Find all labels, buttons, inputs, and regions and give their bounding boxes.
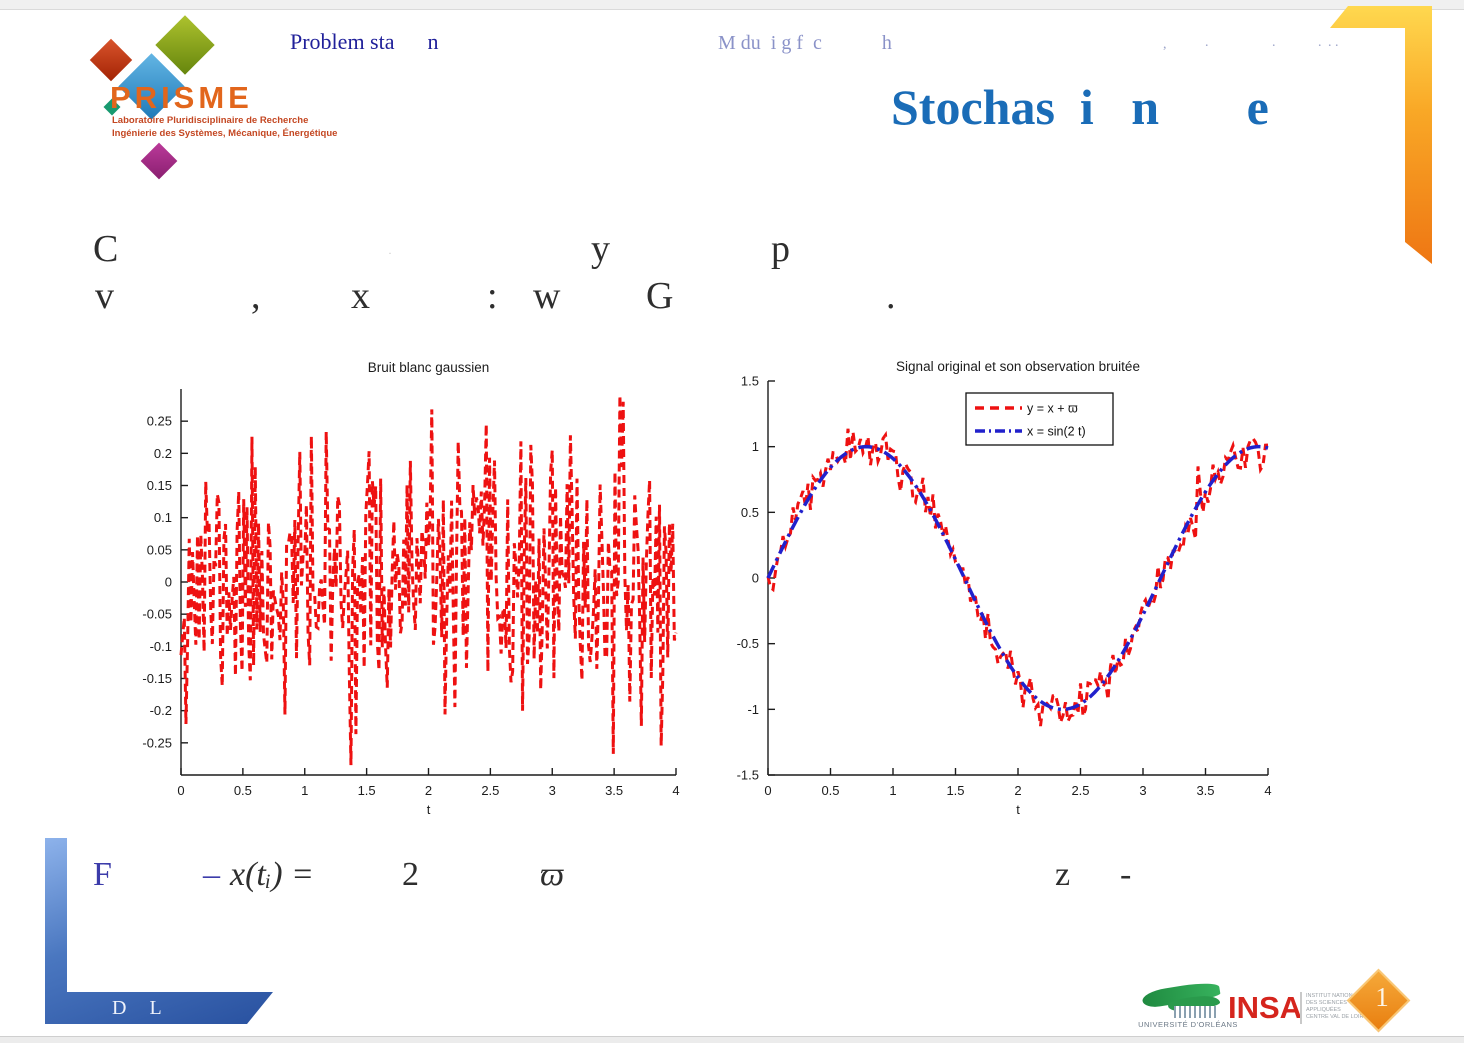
scattered-letter: . — [1318, 35, 1322, 50]
svg-text:-0.5: -0.5 — [737, 636, 759, 651]
svg-text:0.2: 0.2 — [154, 446, 172, 461]
svg-text:2: 2 — [425, 783, 432, 798]
scattered-letter: z — [1055, 856, 1071, 893]
noise-plot: Bruit blanc gaussien 0.25 0.2 0.15 0.1 0.05 0 -… — [120, 352, 700, 822]
scattered-letter: . — [1272, 35, 1276, 50]
series-dashdot — [766, 444, 1269, 712]
chart-tick-labels: 0.25 0.2 0.15 0.1 0.05 0 -0.05 -0.1 -0.15 -0.2 -0.… — [142, 414, 679, 798]
chart-svg: Bruit blanc gaussien 0.25 0.2 0.15 0.1 0.05 0 -… — [142, 360, 679, 817]
svg-text:2.5: 2.5 — [1071, 783, 1089, 798]
scattered-letter: : — [487, 275, 498, 317]
signal-plot: Signal original et son observation bruit… — [700, 352, 1300, 822]
insa-logo: INSA INSTITUT NATIONAL DES SCIENCES APPL… — [1228, 988, 1367, 1034]
svg-text:-1.5: -1.5 — [737, 768, 759, 783]
header-left-text: Problem sta n — [290, 29, 439, 54]
slide-title: Stochas i n e — [891, 79, 1269, 135]
series-dashed — [766, 428, 1269, 727]
svg-text:y = x + ϖ: y = x + ϖ — [1027, 402, 1078, 416]
insa-logo-divider — [1300, 992, 1302, 1024]
corner-decoration-orange — [1330, 6, 1432, 264]
scattered-letter: v — [95, 275, 114, 317]
svg-text:4: 4 — [1264, 783, 1271, 798]
chart-title: Signal original et son observation bruit… — [896, 359, 1140, 374]
bottom-edge-strip — [0, 1036, 1464, 1043]
logo-diamond-purple-icon — [140, 142, 178, 180]
chart-svg: Signal original et son observation bruit… — [737, 359, 1272, 817]
insa-logo-subtext: INSTITUT NATIONAL DES SCIENCES APPLIQUÉE… — [1306, 993, 1368, 1020]
svg-text:0.25: 0.25 — [147, 414, 172, 429]
scattered-letter: ϖ — [540, 856, 565, 893]
svg-text:2.5: 2.5 — [481, 783, 499, 798]
scattered-letter: x — [351, 275, 370, 317]
top-edge-strip — [0, 0, 1464, 10]
svg-text:1: 1 — [889, 783, 896, 798]
scattered-letter: y — [591, 228, 610, 270]
scattered-letter: G — [646, 275, 674, 317]
svg-text:1: 1 — [301, 783, 308, 798]
scattered-letter: w — [533, 275, 561, 317]
svg-text:0.05: 0.05 — [147, 542, 172, 557]
svg-text:3.5: 3.5 — [1196, 783, 1214, 798]
prisme-logo: PRISME Laboratoire Pluridisciplinaire de… — [40, 8, 340, 180]
footer-initials: D L — [112, 997, 171, 1019]
svg-text:0: 0 — [165, 575, 172, 590]
insa-logo-word: INSA — [1228, 990, 1303, 1025]
scattered-letter: 2 — [402, 856, 419, 893]
svg-text:1.5: 1.5 — [358, 783, 376, 798]
svg-text:1.5: 1.5 — [946, 783, 964, 798]
scattered-letter: . . — [1328, 35, 1339, 50]
svg-text:x = sin(2 t): x = sin(2 t) — [1027, 425, 1086, 439]
prisme-subtitle-line1: Laboratoire Pluridisciplinaire de Recher… — [112, 115, 309, 126]
svg-text:3: 3 — [549, 783, 556, 798]
svg-text:0.5: 0.5 — [741, 505, 759, 520]
uo-logo-label: UNIVERSITÉ D'ORLÉANS — [1138, 1020, 1238, 1029]
svg-text:0.1: 0.1 — [154, 510, 172, 525]
svg-text:3: 3 — [1139, 783, 1146, 798]
scattered-letter: – — [203, 856, 220, 893]
universite-orleans-logo: UNIVERSITÉ D'ORLÉANS — [1138, 980, 1238, 1032]
svg-text:0: 0 — [764, 783, 771, 798]
svg-text:-0.2: -0.2 — [150, 703, 172, 718]
chart-title: Bruit blanc gaussien — [368, 360, 490, 375]
scattered-letter: - — [1120, 856, 1132, 893]
svg-text:1: 1 — [752, 439, 759, 454]
svg-text:-0.15: -0.15 — [142, 671, 172, 686]
scattered-letter: , — [251, 275, 261, 317]
prisme-subtitle-line2: Ingénierie des Systèmes, Mécanique, Éner… — [112, 128, 338, 139]
logo-diamond-red-icon — [89, 38, 133, 82]
svg-text:0.5: 0.5 — [234, 783, 252, 798]
uo-bars-icon — [1174, 1006, 1218, 1018]
page-number: 1 — [1375, 982, 1389, 1012]
series-dashed — [179, 395, 678, 766]
scattered-letter: F — [93, 856, 112, 893]
svg-text:-0.05: -0.05 — [142, 607, 172, 622]
chart-xlabel: t — [427, 802, 431, 817]
chart-xlabel: t — [1016, 802, 1020, 817]
svg-text:-0.1: -0.1 — [150, 639, 172, 654]
svg-text:0: 0 — [177, 783, 184, 798]
svg-text:4: 4 — [672, 783, 679, 798]
svg-text:1.5: 1.5 — [741, 374, 759, 389]
scattered-letter: x(tᵢ) = — [230, 856, 315, 893]
svg-text:0.5: 0.5 — [821, 783, 839, 798]
svg-text:-0.25: -0.25 — [142, 735, 172, 750]
scattered-letter: . — [1205, 35, 1209, 50]
svg-text:-1: -1 — [747, 702, 759, 717]
svg-text:0: 0 — [752, 571, 759, 586]
header-right-text: M du i g f c h — [718, 32, 892, 54]
chart-tick-labels: 1.5 1 0.5 0 -0.5 -1 -1.5 0 0.5 1 1.5 2 2.5 3 3.5 4 — [737, 374, 1272, 799]
prisme-logo-subtitle: Laboratoire Pluridisciplinaire de Recher… — [112, 114, 337, 140]
scattered-letter: C — [93, 228, 119, 270]
chart-legend: y = x + ϖ x = sin(2 t) — [965, 392, 1114, 446]
scattered-letter: , — [1163, 37, 1167, 52]
svg-text:3.5: 3.5 — [605, 783, 623, 798]
scattered-letter: . — [886, 275, 896, 317]
scattered-letter: · — [388, 246, 392, 260]
prisme-logo-name: PRISME — [110, 80, 253, 115]
svg-text:0.15: 0.15 — [147, 478, 172, 493]
svg-text:2: 2 — [1014, 783, 1021, 798]
scattered-letter: p — [771, 228, 790, 270]
